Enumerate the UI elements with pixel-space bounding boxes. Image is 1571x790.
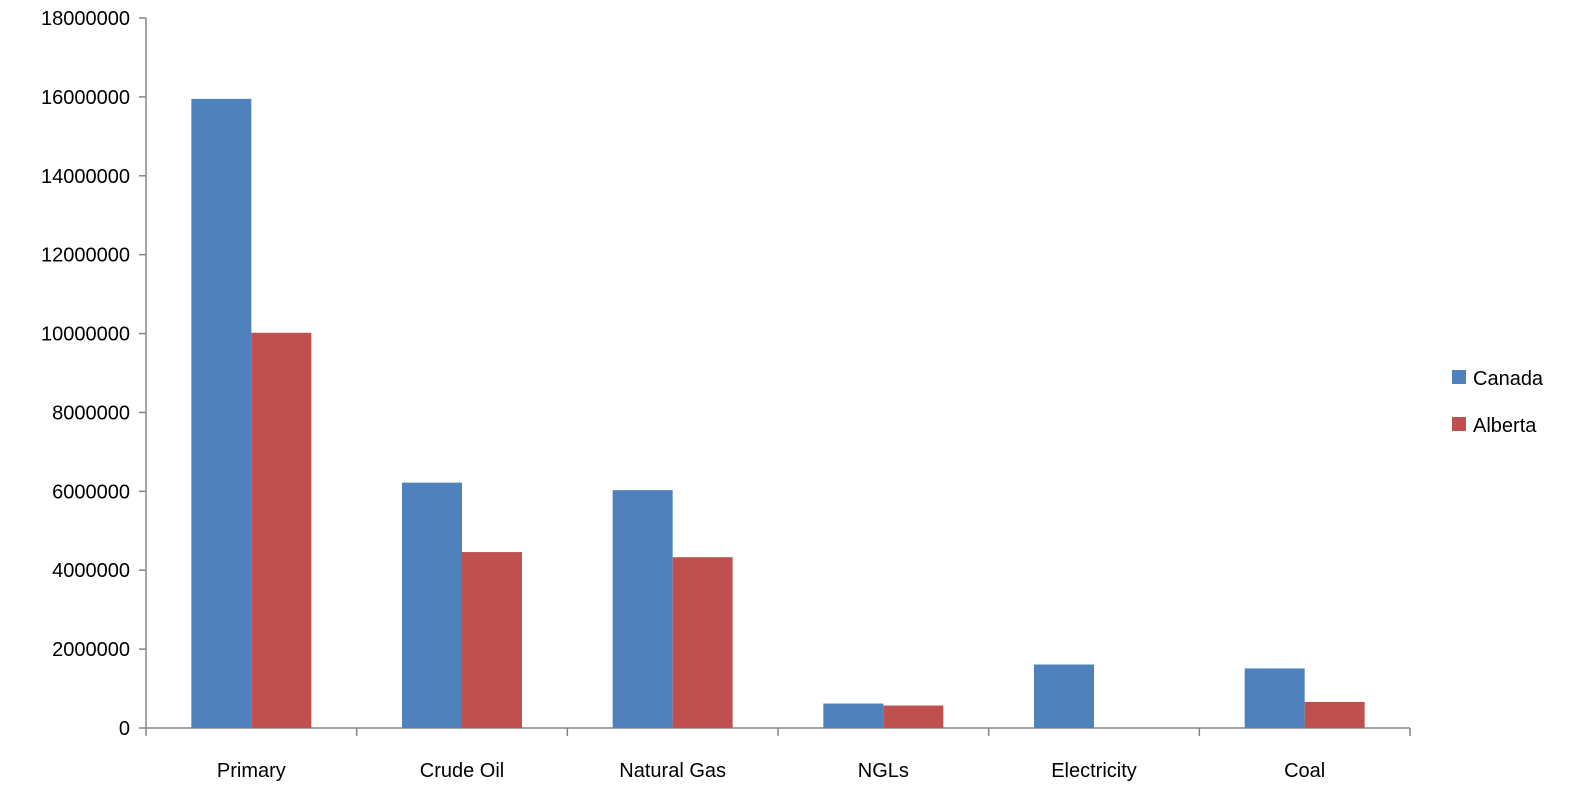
x-category-label: Electricity — [1051, 760, 1137, 782]
y-tick-label: 8000000 — [52, 402, 130, 424]
y-tick-label: 4000000 — [52, 560, 130, 582]
y-tick-label: 6000000 — [52, 481, 130, 503]
x-category-label: Natural Gas — [619, 760, 726, 782]
bar-canada-electricity — [1034, 664, 1094, 728]
bar-canada-primary — [191, 98, 252, 729]
legend-label-canada: Canada — [1473, 368, 1544, 390]
bar-canada-ngls — [823, 703, 884, 728]
x-category-label: Coal — [1284, 760, 1325, 782]
y-axis: 0 2000000 4000000 6000000 8000000 10000000 120… — [41, 8, 147, 740]
bar-alberta-crude-oil — [462, 552, 522, 728]
y-tick-label: 14000000 — [41, 166, 130, 188]
bars — [191, 98, 1365, 729]
y-tick-label: 18000000 — [41, 8, 130, 30]
bar-alberta-coal — [1304, 701, 1365, 728]
bar-canada-natural-gas — [612, 490, 673, 728]
x-category-label: NGLs — [858, 760, 909, 782]
y-tick-label: 2000000 — [52, 639, 130, 661]
y-tick-label: 16000000 — [41, 87, 130, 109]
x-axis: Primary Crude Oil Natural Gas NGLs Electrici… — [145, 727, 1411, 782]
bar-alberta-primary — [251, 332, 312, 728]
legend-swatch-alberta — [1452, 417, 1466, 431]
y-tick-label: 10000000 — [41, 324, 130, 346]
bar-alberta-natural-gas — [672, 557, 733, 728]
x-category-label: Primary — [217, 760, 286, 782]
y-tick-label: 0 — [119, 718, 130, 740]
legend-label-alberta: Alberta — [1473, 415, 1537, 437]
bar-canada-crude-oil — [402, 482, 462, 728]
bar-alberta-ngls — [883, 705, 944, 728]
legend: Canada Alberta — [1452, 368, 1544, 437]
x-category-label: Crude Oil — [420, 760, 504, 782]
y-tick-label: 12000000 — [41, 245, 130, 267]
legend-swatch-canada — [1452, 370, 1466, 384]
bar-canada-coal — [1244, 668, 1305, 728]
